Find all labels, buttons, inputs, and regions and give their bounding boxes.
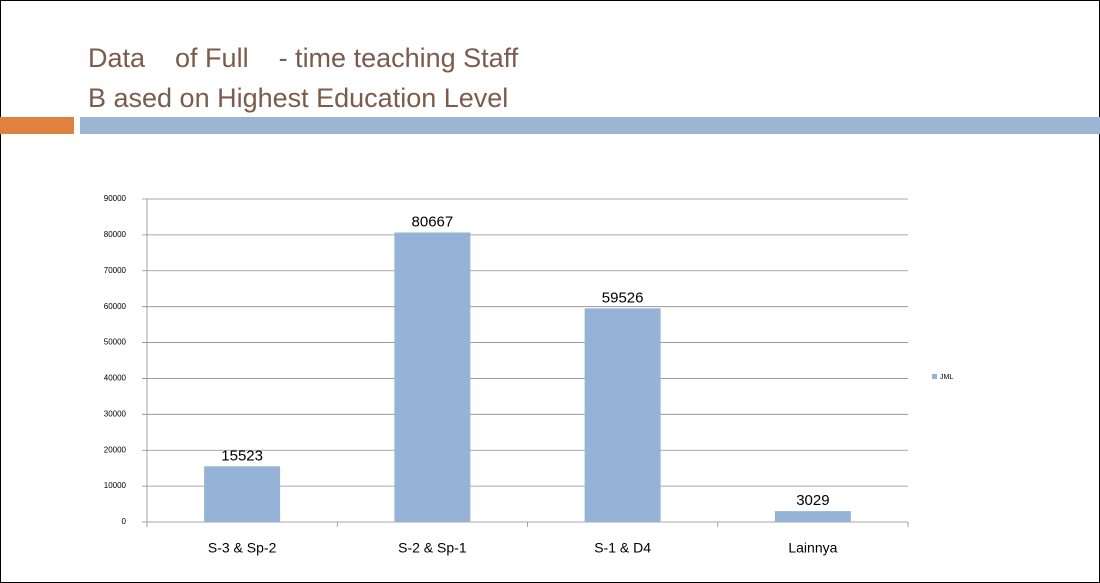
y-tick-label: 90000 [104,194,127,203]
accent-bar [0,117,74,134]
bar [394,232,471,522]
y-tick-label: 10000 [104,481,127,490]
y-tick-label: 70000 [104,266,127,275]
title-line: Data of Full - time teaching Staff [88,43,519,73]
x-tick-label: S-2 & Sp-1 [398,540,467,556]
y-tick-label: 80000 [104,230,127,239]
y-tick-label: 30000 [104,409,127,418]
title-line: B ased on Highest Education Level [88,83,508,113]
y-tick-label: 40000 [104,374,127,383]
y-tick-label: 50000 [104,338,127,347]
value-label: 59526 [602,289,644,306]
accent-bar [80,117,1100,134]
y-tick-label: 20000 [104,445,127,454]
x-tick-label: S-1 & D4 [594,540,651,556]
bar [204,466,281,522]
bar [774,511,851,522]
bar [584,308,661,522]
y-tick-label: 0 [122,517,127,526]
value-label: 3029 [796,492,829,509]
y-tick-label: 60000 [104,302,127,311]
value-label: 15523 [221,447,263,464]
x-tick-label: Lainnya [788,540,837,556]
legend-label: JML [940,374,953,381]
legend-swatch [932,374,937,379]
value-label: 80667 [412,213,454,230]
x-tick-label: S-3 & Sp-2 [208,540,277,556]
